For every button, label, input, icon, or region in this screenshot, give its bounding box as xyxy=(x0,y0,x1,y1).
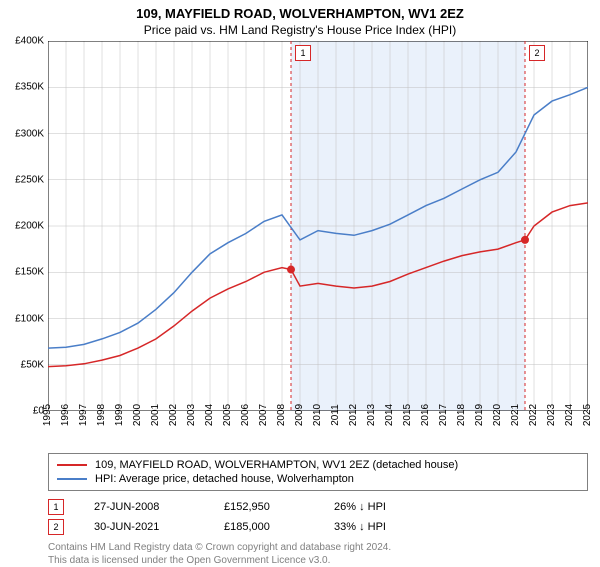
chart-area: £0£50K£100K£150K£200K£250K£300K£350K£400… xyxy=(48,41,588,411)
transaction-pct: 26% ↓ HPI xyxy=(334,501,434,513)
y-tick-label: £350K xyxy=(15,82,44,93)
x-tick-label: 1998 xyxy=(96,404,107,426)
transaction-price: £185,000 xyxy=(224,521,304,533)
x-tick-label: 2012 xyxy=(348,404,359,426)
x-tick-label: 1999 xyxy=(114,404,125,426)
attribution-line1: Contains HM Land Registry data © Crown c… xyxy=(48,541,588,554)
x-tick-label: 2018 xyxy=(456,404,467,426)
legend-swatch xyxy=(57,478,87,480)
x-tick-label: 2000 xyxy=(132,404,143,426)
x-tick-label: 2022 xyxy=(528,404,539,426)
x-tick-label: 2005 xyxy=(222,404,233,426)
y-tick-label: £150K xyxy=(15,267,44,278)
legend-row: 109, MAYFIELD ROAD, WOLVERHAMPTON, WV1 2… xyxy=(57,458,579,472)
x-tick-label: 2014 xyxy=(384,404,395,426)
transaction-price: £152,950 xyxy=(224,501,304,513)
y-tick-label: £100K xyxy=(15,313,44,324)
x-tick-label: 2016 xyxy=(420,404,431,426)
chart-svg xyxy=(48,41,588,411)
x-tick-label: 2011 xyxy=(330,404,341,426)
x-tick-label: 2008 xyxy=(276,404,287,426)
x-tick-label: 2002 xyxy=(168,404,179,426)
legend-row: HPI: Average price, detached house, Wolv… xyxy=(57,472,579,486)
x-tick-label: 2021 xyxy=(510,404,521,426)
x-tick-label: 2003 xyxy=(186,404,197,426)
attribution-line2: This data is licensed under the Open Gov… xyxy=(48,554,588,567)
x-tick-label: 2015 xyxy=(402,404,413,426)
attribution: Contains HM Land Registry data © Crown c… xyxy=(48,541,588,567)
x-tick-label: 2001 xyxy=(150,404,161,426)
x-tick-label: 2009 xyxy=(294,404,305,426)
transaction-marker: 1 xyxy=(48,499,64,515)
x-tick-label: 1995 xyxy=(42,404,53,426)
x-tick-label: 2006 xyxy=(240,404,251,426)
x-tick-label: 2013 xyxy=(366,404,377,426)
transaction-date: 27-JUN-2008 xyxy=(94,501,194,513)
chart-subtitle: Price paid vs. HM Land Registry's House … xyxy=(0,21,600,41)
legend-swatch xyxy=(57,464,87,466)
transaction-marker: 2 xyxy=(48,519,64,535)
transaction-row: 1 27-JUN-2008 £152,950 26% ↓ HPI xyxy=(48,497,588,517)
transaction-row: 2 30-JUN-2021 £185,000 33% ↓ HPI xyxy=(48,517,588,537)
transaction-pct: 33% ↓ HPI xyxy=(334,521,434,533)
x-tick-label: 2023 xyxy=(546,404,557,426)
y-tick-label: £200K xyxy=(15,221,44,232)
x-tick-label: 2007 xyxy=(258,404,269,426)
legend: 109, MAYFIELD ROAD, WOLVERHAMPTON, WV1 2… xyxy=(48,453,588,491)
event-marker-label: 1 xyxy=(295,45,311,61)
x-tick-label: 2004 xyxy=(204,404,215,426)
chart-title: 109, MAYFIELD ROAD, WOLVERHAMPTON, WV1 2… xyxy=(0,0,600,21)
y-tick-label: £400K xyxy=(15,36,44,47)
legend-label: HPI: Average price, detached house, Wolv… xyxy=(95,473,354,485)
transaction-table: 1 27-JUN-2008 £152,950 26% ↓ HPI 2 30-JUN-202… xyxy=(48,497,588,537)
x-tick-label: 2017 xyxy=(438,404,449,426)
x-tick-label: 2024 xyxy=(564,404,575,426)
x-tick-label: 1996 xyxy=(60,404,71,426)
x-tick-label: 2020 xyxy=(492,404,503,426)
y-tick-label: £300K xyxy=(15,128,44,139)
x-tick-label: 2019 xyxy=(474,404,485,426)
x-tick-label: 2010 xyxy=(312,404,323,426)
x-tick-label: 1997 xyxy=(78,404,89,426)
y-tick-label: £250K xyxy=(15,174,44,185)
x-tick-label: 2025 xyxy=(582,404,593,426)
legend-label: 109, MAYFIELD ROAD, WOLVERHAMPTON, WV1 2… xyxy=(95,459,458,471)
transaction-date: 30-JUN-2021 xyxy=(94,521,194,533)
event-marker-label: 2 xyxy=(529,45,545,61)
y-tick-label: £50K xyxy=(21,359,44,370)
